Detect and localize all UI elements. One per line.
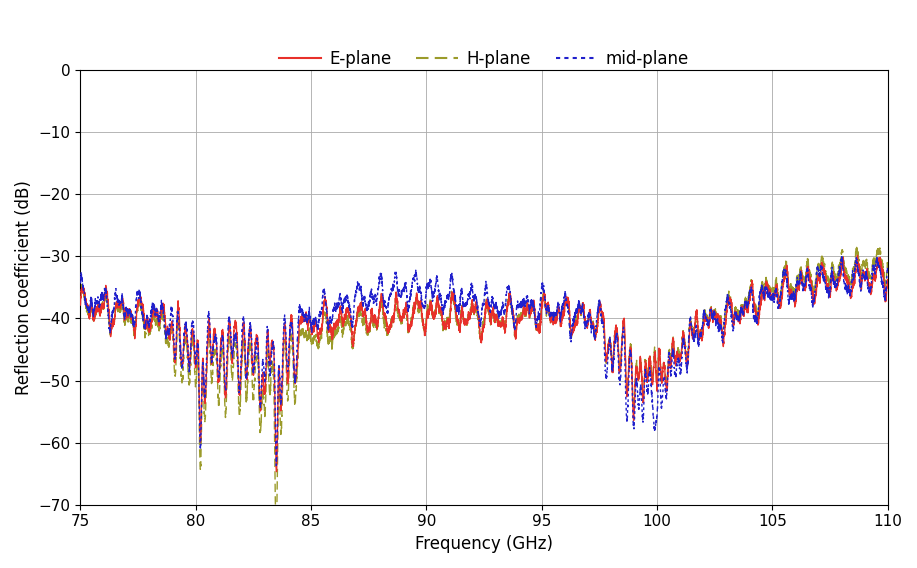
mid-plane [286,324,297,331]
mid-plane [380,299,391,306]
E-plane [882,276,893,283]
H-plane [466,300,477,307]
H-plane [621,389,632,395]
E-plane [396,318,407,325]
E-plane [75,302,86,308]
E-plane [380,314,391,321]
mid-plane [882,263,893,270]
Line: H-plane: H-plane [81,247,888,505]
Line: mid-plane: mid-plane [81,255,888,465]
mid-plane [621,414,632,420]
H-plane [270,502,281,508]
H-plane [75,295,86,302]
X-axis label: Frequency (GHz): Frequency (GHz) [415,535,553,553]
mid-plane [836,252,847,258]
mid-plane [75,280,86,287]
H-plane [882,260,893,267]
mid-plane [117,300,128,307]
mid-plane [396,290,407,297]
mid-plane [466,283,477,290]
Line: E-plane: E-plane [81,256,888,471]
E-plane [621,390,632,396]
H-plane [286,336,297,343]
H-plane [874,244,885,250]
E-plane [271,468,282,475]
E-plane [286,316,297,323]
Y-axis label: Reflection coefficient (dB): Reflection coefficient (dB) [15,180,33,395]
H-plane [380,315,391,322]
mid-plane [271,462,282,469]
H-plane [117,303,128,310]
E-plane [466,308,477,315]
H-plane [396,320,407,327]
E-plane [852,252,863,259]
E-plane [117,296,128,303]
Legend: E-plane, H-plane, mid-plane: E-plane, H-plane, mid-plane [272,44,696,75]
